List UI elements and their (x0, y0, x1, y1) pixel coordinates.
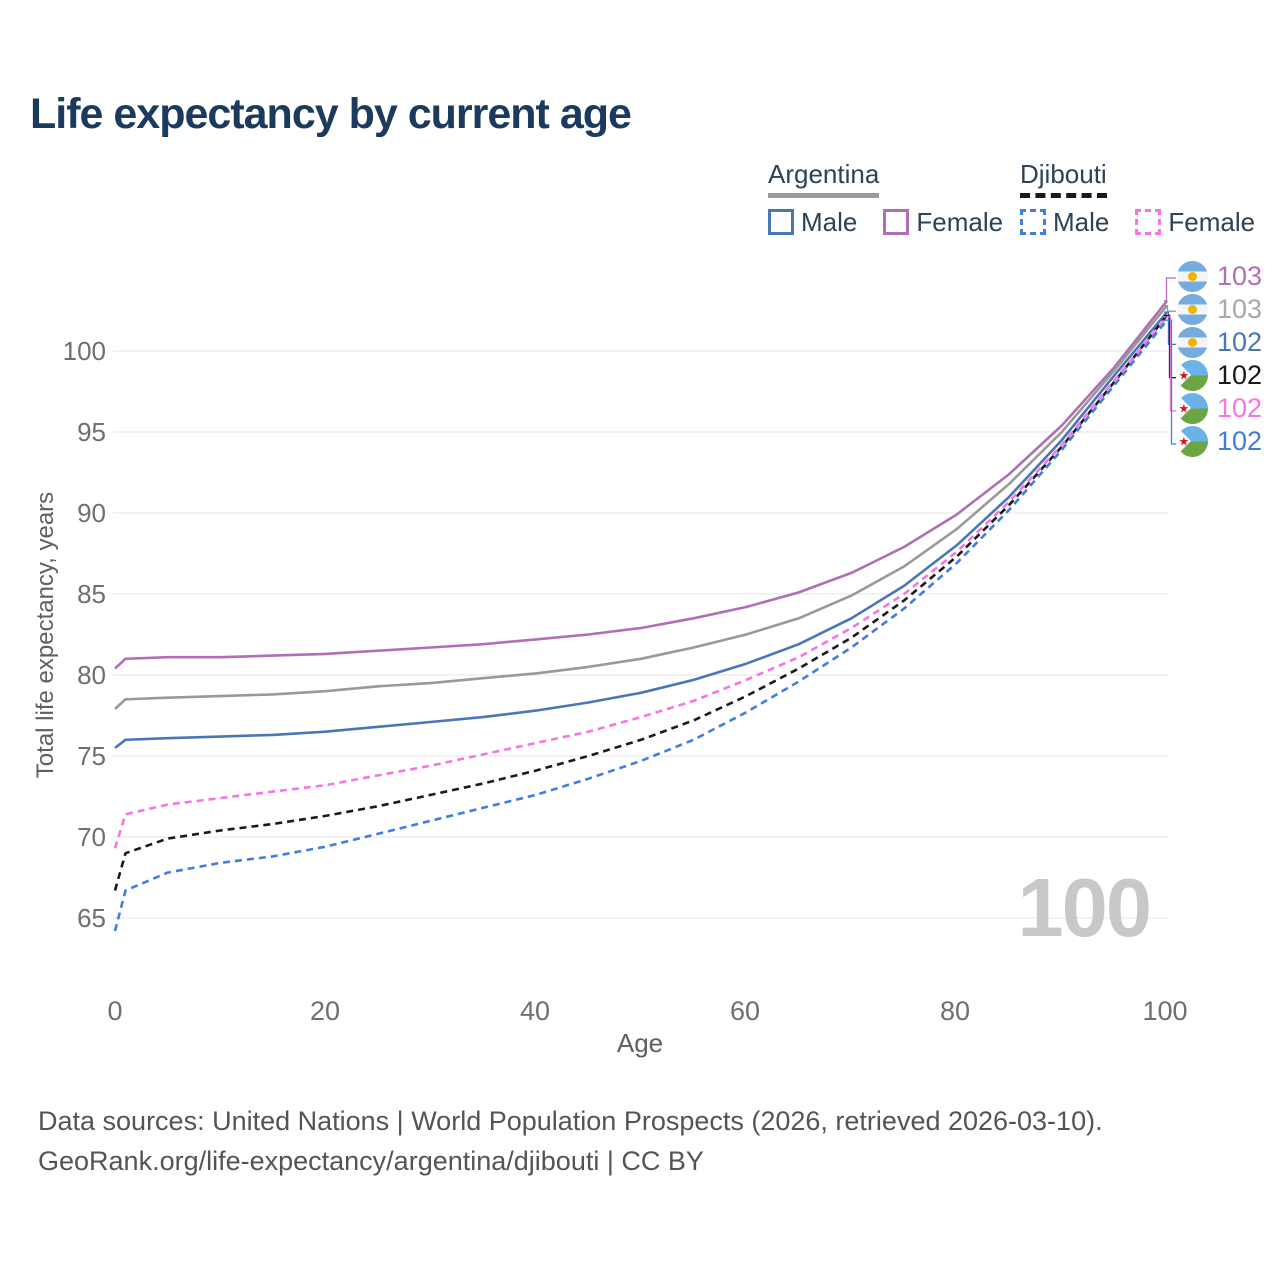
solid-line-swatch-icon (768, 209, 794, 236)
series-end-label-row: 103 (1177, 261, 1262, 292)
legend-item-label: Female (1168, 206, 1256, 237)
series-end-label-row: 102 (1177, 327, 1262, 358)
legend-item-argentina-female[interactable]: Female (883, 207, 1003, 238)
argentina-flag-icon (1177, 294, 1208, 325)
x-tick-label: 100 (1142, 996, 1188, 1026)
y-axis-title: Total life expectancy, years (32, 491, 59, 779)
dashed-line-swatch-icon (1135, 209, 1162, 236)
legend-item-label: Male (801, 206, 858, 237)
series-end-label-row: 103 (1177, 294, 1262, 325)
series-end-label-row: 102 (1177, 393, 1262, 424)
x-tick-label: 40 (519, 996, 551, 1026)
x-axis-title: Age (616, 1028, 664, 1058)
y-tick-label: 65 (77, 903, 106, 933)
x-tick-label: 80 (939, 996, 971, 1026)
legend-country-label-argentina[interactable]: Argentina (768, 160, 880, 198)
end-label-connector (1164, 304, 1176, 312)
series-line (113, 319, 1169, 932)
y-tick-label: 95 (77, 417, 106, 447)
series-line (113, 314, 1169, 891)
series-end-value: 103 (1217, 294, 1263, 324)
end-label-connector (1164, 311, 1176, 346)
y-tick-label: 80 (77, 660, 106, 690)
page-title: Life expectancy by current age (30, 90, 632, 138)
series-end-labels: 103 103 102 102 102 102 (1177, 261, 1262, 459)
series-end-label-row: 102 (1177, 426, 1262, 457)
end-label-connector (1164, 319, 1176, 445)
y-tick-label: 100 (62, 336, 106, 366)
argentina-flag-icon (1177, 327, 1208, 358)
x-tick-label: 20 (309, 996, 341, 1026)
end-label-connector (1164, 277, 1176, 302)
legend-item-djibouti-male[interactable]: Male (1020, 207, 1109, 238)
x-tick-label: 60 (729, 996, 761, 1026)
series-end-value: 102 (1217, 360, 1263, 390)
series-line (114, 304, 1169, 710)
series-line (114, 299, 1169, 670)
legend-item-djibouti-female[interactable]: Female (1135, 207, 1255, 238)
y-tick-label: 75 (77, 741, 106, 771)
djibouti-flag-icon (1177, 360, 1208, 391)
legend-group-argentina: Argentina Male Female (768, 160, 1003, 238)
legend-group-djibouti: Djibouti Male Female (1020, 160, 1255, 238)
series-line (114, 311, 1168, 749)
y-tick-label: 90 (77, 498, 106, 528)
legend-item-label: Female (916, 206, 1004, 237)
y-tick-label: 85 (77, 579, 106, 609)
end-label-connector (1164, 316, 1176, 412)
argentina-flag-icon (1177, 261, 1208, 292)
y-tick-label: 70 (77, 822, 106, 852)
legend-item-label: Male (1053, 206, 1110, 237)
solid-line-swatch-icon (883, 209, 910, 236)
end-label-connector (1164, 314, 1176, 379)
dashed-line-swatch-icon (1020, 209, 1046, 236)
legend-country-label-djibouti[interactable]: Djibouti (1020, 160, 1107, 198)
series-end-label-row: 102 (1177, 360, 1262, 391)
djibouti-flag-icon (1177, 393, 1208, 424)
legend-item-argentina-male[interactable]: Male (768, 207, 857, 238)
series-end-value: 102 (1217, 426, 1263, 456)
series-end-value: 102 (1217, 393, 1263, 423)
x-tick-label: 0 (107, 996, 123, 1026)
attribution-note: GeoRank.org/life-expectancy/argentina/dj… (38, 1146, 704, 1176)
data-source-note: Data sources: United Nations | World Pop… (38, 1106, 1103, 1136)
djibouti-flag-icon (1177, 426, 1208, 457)
series-end-value: 102 (1217, 327, 1263, 357)
series-line (113, 316, 1168, 849)
series-end-value: 103 (1217, 261, 1263, 291)
age-watermark: 100 (1017, 861, 1152, 954)
